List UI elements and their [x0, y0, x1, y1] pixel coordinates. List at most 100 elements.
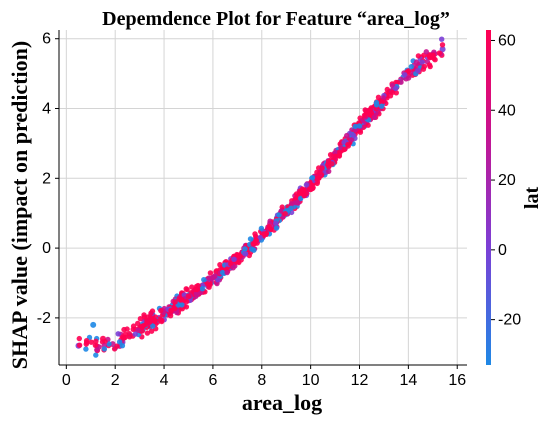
scatter-point: [137, 316, 144, 322]
scatter-point: [439, 42, 446, 48]
colorbar-tick-label: 60: [498, 32, 516, 49]
scatter-point: [183, 304, 190, 310]
x-tick-label: 12: [351, 372, 369, 389]
scatter-point: [179, 302, 185, 308]
scatter-point: [405, 75, 412, 81]
scatter-point: [375, 94, 382, 101]
scatter-point: [147, 319, 153, 325]
y-tick-label: 0: [42, 240, 51, 257]
scatter-point: [384, 86, 390, 93]
scatter-point: [344, 132, 350, 139]
scatter-point: [93, 338, 99, 344]
scatter-point: [273, 225, 280, 231]
scatter-point: [76, 335, 83, 342]
scatter-point: [184, 298, 190, 305]
x-tick-label: 16: [448, 372, 466, 389]
scatter-point: [293, 191, 300, 197]
scatter-point: [253, 237, 259, 243]
scatter-point: [130, 326, 136, 332]
scatter-point: [176, 296, 182, 302]
scatter-point: [192, 286, 198, 293]
scatter-point: [94, 347, 100, 353]
scatter-point: [148, 328, 155, 334]
scatter-point: [294, 199, 301, 206]
scatter-point: [250, 241, 256, 247]
x-tick-label: 14: [399, 372, 417, 389]
scatter-point: [90, 321, 97, 328]
scatter-point: [329, 161, 335, 167]
scatter-point: [310, 184, 316, 191]
scatter-point: [314, 180, 320, 187]
scatter-point: [111, 346, 118, 352]
scatter-point: [341, 146, 348, 152]
scatter-point: [228, 261, 234, 267]
scatter-point: [419, 59, 425, 65]
scatter-point: [150, 323, 156, 329]
scatter-point: [426, 62, 433, 68]
scatter-point: [365, 122, 371, 128]
scatter-point: [352, 123, 359, 130]
scatter-point: [309, 175, 316, 181]
scatter-point: [368, 110, 375, 116]
scatter-point: [251, 247, 257, 253]
y-axis-ticks: -2 0 2 4 6: [37, 31, 59, 327]
y-tick-label: 2: [42, 170, 51, 187]
scatter-point: [349, 136, 355, 143]
scatter-point: [157, 317, 163, 323]
scatter-point: [172, 299, 178, 305]
scatter-point: [167, 313, 174, 319]
scatter-point: [194, 292, 200, 298]
scatter-point: [132, 331, 138, 337]
scatter-point: [230, 265, 236, 271]
scatter-point: [185, 293, 191, 299]
scatter-point: [319, 165, 325, 171]
scatter-point: [124, 326, 130, 332]
scatter-point: [439, 46, 446, 53]
scatter-point: [415, 53, 422, 59]
scatter-point: [172, 305, 178, 312]
scatter-point: [379, 99, 386, 105]
scatter-point: [402, 72, 408, 78]
scatter-point: [88, 339, 95, 345]
x-tick-label: 8: [257, 372, 266, 389]
scatter-point: [92, 342, 99, 348]
scatter-point: [263, 230, 269, 237]
scatter-point: [356, 123, 363, 129]
scatter-point: [299, 186, 306, 192]
scatter-point: [148, 310, 154, 316]
x-axis-ticks: 0 2 4 6 8 10 12 14 16: [62, 365, 466, 389]
scatter-point: [93, 352, 99, 358]
scatter-point: [76, 342, 83, 348]
scatter-point: [325, 161, 331, 168]
scatter-point: [408, 63, 414, 70]
scatter-point: [257, 234, 263, 241]
scatter-point: [215, 277, 221, 283]
scatter-point: [106, 341, 112, 347]
scatter-point: [387, 93, 394, 99]
y-axis-label: SHAP value (impact on prediction): [7, 41, 32, 369]
scatter-point: [350, 132, 357, 139]
scatter-point: [184, 286, 190, 293]
scatter-point: [120, 334, 126, 340]
scatter-point: [83, 346, 89, 352]
scatter-point: [301, 193, 307, 199]
scatter-point: [212, 273, 218, 279]
scatter-point: [224, 269, 230, 276]
x-tick-label: 10: [302, 372, 320, 389]
scatter-point: [371, 114, 377, 121]
scatter-point: [393, 85, 399, 92]
x-tick-label: 6: [208, 372, 217, 389]
colorbar-ticks: -20 0 20 40 60: [491, 32, 521, 329]
y-tick-label: -2: [37, 310, 51, 327]
scatter-points: [75, 36, 446, 358]
scatter-point: [423, 49, 429, 55]
colorbar: [486, 30, 491, 365]
scatter-point: [327, 152, 334, 158]
scatter-point: [326, 168, 332, 174]
scatter-point: [273, 220, 279, 226]
x-tick-label: 2: [111, 372, 120, 389]
scatter-point: [119, 343, 126, 349]
scatter-point: [282, 211, 288, 217]
